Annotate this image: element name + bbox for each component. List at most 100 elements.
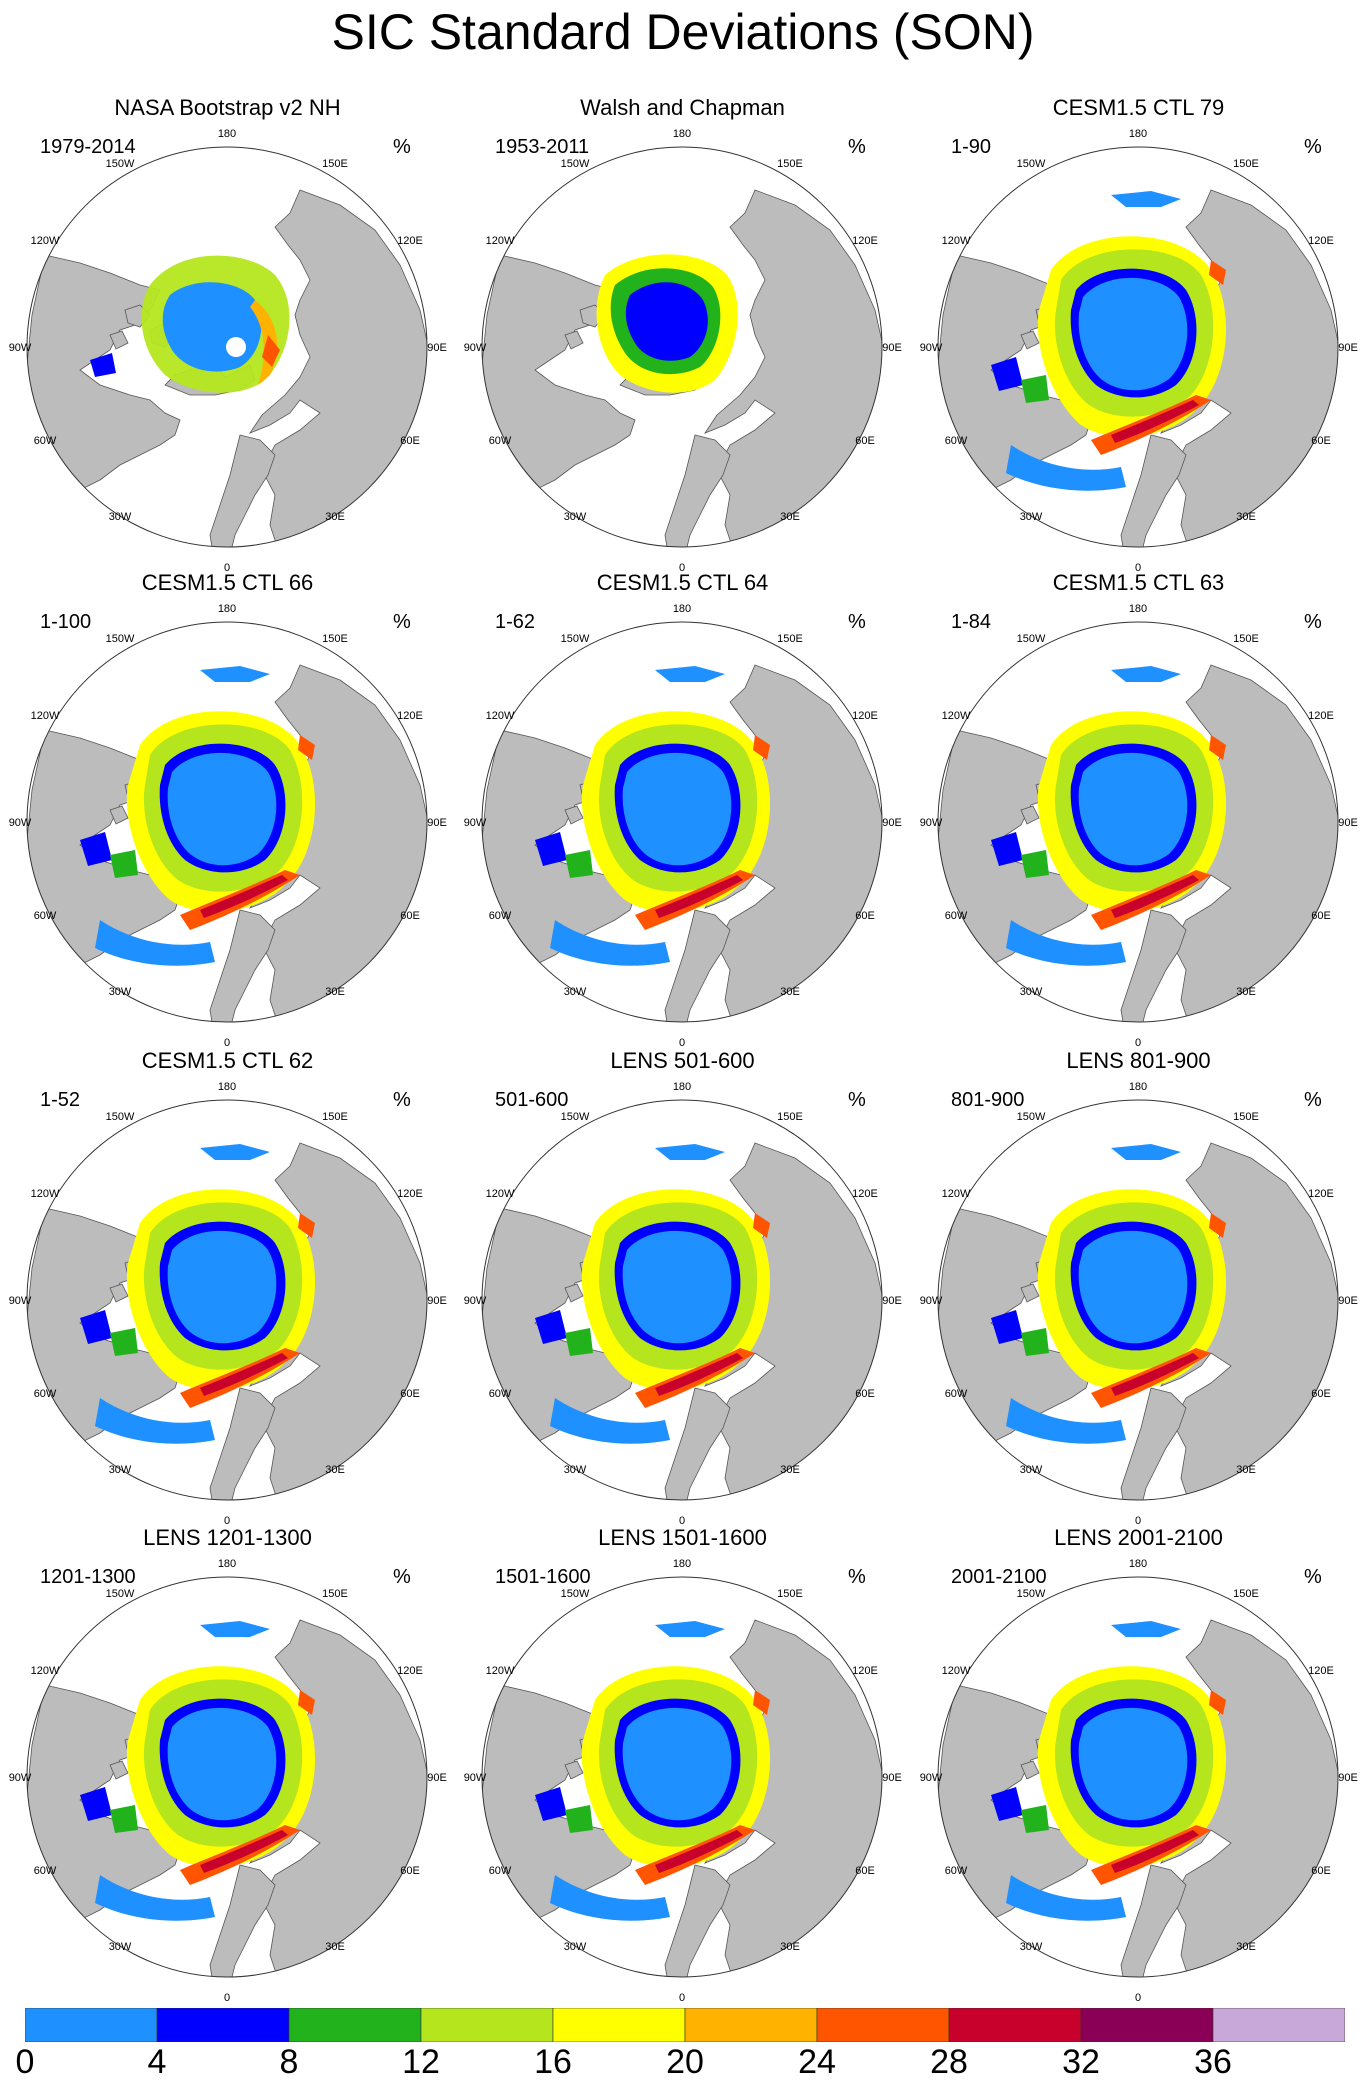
longitude-label: 60E	[855, 910, 875, 922]
panel-title: CESM1.5 CTL 79	[1052, 95, 1225, 120]
panel-year-range: 1201-1300	[40, 1566, 136, 1588]
longitude-label: 0	[224, 1992, 230, 2004]
longitude-label: 60E	[1311, 910, 1331, 922]
polar-map: 180 0 150W 150E 120W 120E 90W 90E 60W 60E 30W 30E	[464, 1558, 902, 2004]
longitude-label: 60W	[34, 435, 57, 447]
panel-title: CESM1.5 CTL 64	[596, 570, 769, 595]
longitude-label: 30E	[1236, 1941, 1256, 1953]
map-panel: 180 0 150W 150E 120W 120E 90W 90E 60W 60E 30W 30E LE…	[0, 1525, 455, 2004]
colorbar-swatch	[420, 2008, 554, 2042]
polar-map: 180 0 150W 150E 120W 120E 90W 90E 60W 60E 30W 30E	[464, 603, 902, 1049]
panel-year-range: 1-90	[951, 136, 992, 158]
longitude-label: 30E	[780, 986, 800, 998]
polar-map: 180 0 150W 150E 120W 120E 90W 90E 60W 60E 30W 30E	[464, 1081, 902, 1527]
longitude-label: 30E	[325, 1464, 345, 1476]
longitude-label: 30W	[1020, 1941, 1043, 1953]
panel-year-range: 501-600	[495, 1089, 569, 1111]
panel-unit-label: %	[1304, 611, 1322, 633]
longitude-label: 30E	[325, 511, 345, 523]
colorbar	[25, 2008, 1345, 2042]
longitude-label: 60E	[400, 1865, 420, 1877]
panel-year-range: 1-62	[495, 611, 536, 633]
longitude-label: 120W	[31, 1188, 60, 1200]
longitude-label: 150E	[1233, 1588, 1259, 1600]
longitude-label: 60E	[400, 1388, 420, 1400]
longitude-label: 60W	[945, 910, 968, 922]
longitude-label: 90W	[464, 342, 487, 354]
longitude-label: 180	[1129, 128, 1147, 140]
colorbar-swatch	[1212, 2008, 1345, 2042]
longitude-label: 150W	[106, 158, 135, 170]
longitude-label: 120W	[486, 1665, 515, 1677]
colorbar-swatch	[948, 2008, 1082, 2042]
colorbar-labels: 0 4 8 12 16 20 24 28 32 36	[0, 2042, 1366, 2082]
longitude-label: 120E	[852, 1665, 878, 1677]
longitude-label: 150W	[561, 1588, 590, 1600]
longitude-label: 30W	[109, 511, 132, 523]
longitude-label: 90E	[882, 1295, 902, 1307]
longitude-label: 90W	[464, 817, 487, 829]
panel-year-range: 801-900	[951, 1089, 1025, 1111]
longitude-label: 180	[673, 128, 691, 140]
panel-year-range: 1-100	[40, 611, 92, 633]
longitude-label: 120E	[1308, 235, 1334, 247]
polar-map: 180 0 150W 150E 120W 120E 90W 90E 60W 60E 30W 30E	[9, 1558, 447, 2004]
panel-year-range: 1501-1600	[495, 1566, 591, 1588]
longitude-label: 30E	[1236, 1464, 1256, 1476]
longitude-label: 120W	[486, 235, 515, 247]
longitude-label: 60E	[400, 910, 420, 922]
longitude-label: 120W	[942, 710, 971, 722]
panel-year-range: 1-84	[951, 611, 992, 633]
longitude-label: 120W	[31, 235, 60, 247]
longitude-label: 30E	[780, 511, 800, 523]
longitude-label: 120E	[1308, 1665, 1334, 1677]
longitude-label: 180	[218, 603, 236, 615]
longitude-label: 60W	[34, 1865, 57, 1877]
panel-unit-label: %	[848, 611, 866, 633]
panel-title: CESM1.5 CTL 62	[141, 1048, 314, 1073]
longitude-label: 30W	[564, 986, 587, 998]
map-panel: 180 0 150W 150E 120W 120E 90W 90E 60W 60E 30W 30E CE…	[911, 95, 1366, 574]
colorbar-tick-label: 16	[534, 2043, 572, 2081]
panel-year-range: 2001-2100	[951, 1566, 1047, 1588]
longitude-label: 90W	[920, 817, 943, 829]
panel-unit-label: %	[393, 1089, 411, 1111]
map-panel: 180 0 150W 150E 120W 120E 90W 90E 60W 60E 30W 30E CE…	[911, 570, 1366, 1049]
longitude-label: 0	[1135, 1992, 1141, 2004]
polar-map: 180 0 150W 150E 120W 120E 90W 90E 60W 60E 30W 30E	[9, 128, 447, 574]
longitude-label: 60W	[489, 1388, 512, 1400]
longitude-label: 90E	[1338, 1295, 1358, 1307]
longitude-label: 150E	[1233, 158, 1259, 170]
longitude-label: 0	[679, 1515, 685, 1527]
longitude-label: 60E	[400, 435, 420, 447]
longitude-label: 60W	[489, 435, 512, 447]
panel-unit-label: %	[393, 1566, 411, 1588]
map-panel: 180 0 150W 150E 120W 120E 90W 90E 60W 60E 30W 30E CE…	[0, 570, 455, 1049]
longitude-label: 150E	[1233, 633, 1259, 645]
longitude-label: 120E	[1308, 1188, 1334, 1200]
longitude-label: 0	[1135, 562, 1141, 574]
panel-unit-label: %	[848, 136, 866, 158]
longitude-label: 60E	[855, 1388, 875, 1400]
longitude-label: 30W	[1020, 986, 1043, 998]
colorbar-swatch	[1080, 2008, 1214, 2042]
longitude-label: 150W	[1017, 1588, 1046, 1600]
longitude-label: 150E	[322, 1111, 348, 1123]
longitude-label: 30E	[780, 1941, 800, 1953]
longitude-label: 120E	[397, 1188, 423, 1200]
longitude-label: 30W	[1020, 511, 1043, 523]
colorbar-tick-label: 8	[279, 2043, 299, 2081]
longitude-label: 120E	[397, 710, 423, 722]
colorbar-swatch	[552, 2008, 686, 2042]
longitude-label: 90W	[464, 1772, 487, 1784]
longitude-label: 180	[218, 128, 236, 140]
longitude-label: 90E	[1338, 1772, 1358, 1784]
longitude-label: 90W	[9, 1772, 32, 1784]
longitude-label: 30E	[1236, 986, 1256, 998]
polar-map: 180 0 150W 150E 120W 120E 90W 90E 60W 60E 30W 30E	[920, 1081, 1358, 1527]
longitude-label: 60W	[489, 910, 512, 922]
polar-map: 180 0 150W 150E 120W 120E 90W 90E 60W 60E 30W 30E	[920, 603, 1358, 1049]
longitude-label: 0	[679, 1992, 685, 2004]
longitude-label: 60E	[1311, 435, 1331, 447]
longitude-label: 90E	[1338, 342, 1358, 354]
